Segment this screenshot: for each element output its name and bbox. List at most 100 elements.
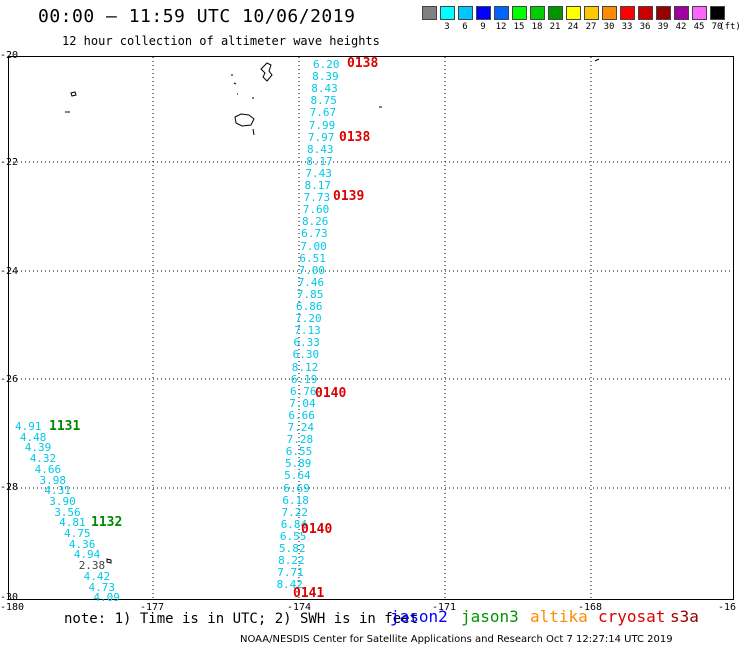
scale-label: 36 xyxy=(639,22,651,32)
wave-height-value: 7.00 xyxy=(300,239,327,253)
scale-label: 42 xyxy=(675,22,687,32)
pass-time-label: 0138 xyxy=(339,130,371,145)
legend-cryosat: cryosat xyxy=(598,607,666,626)
wave-height-value: 6.55 xyxy=(279,529,307,543)
wave-height-value: 6.18 xyxy=(282,493,309,507)
wave-height-value: 2.38 xyxy=(78,559,106,573)
wave-height-value: 8.26 xyxy=(301,215,329,229)
longitude-tick-label: -168 xyxy=(578,602,603,613)
footnote: note: 1) Time is in UTC; 2) SWH is in fe… xyxy=(64,611,419,627)
map-subtitle: 12 hour collection of altimeter wave hei… xyxy=(62,34,380,48)
legend-altika: altika xyxy=(530,607,588,626)
credit-line: NOAA/NESDIS Center for Satellite Applica… xyxy=(240,634,673,645)
wave-height-value: 7.73 xyxy=(303,191,331,205)
longitude-tick-label: -180 xyxy=(0,602,25,613)
wave-height-value: 4.75 xyxy=(64,527,91,540)
pass-time-label: 0141 xyxy=(293,586,325,601)
scale-label: 27 xyxy=(585,22,597,32)
longitude-tick-label: -16 xyxy=(718,602,737,613)
pass-time-label: 0138 xyxy=(347,56,379,71)
wave-height-value: 7.99 xyxy=(308,118,336,132)
scale-label: 18 xyxy=(531,22,543,32)
wave-height-value: 6.19 xyxy=(290,372,318,386)
pass-time-label: 1132 xyxy=(91,515,123,530)
scale-label: 3 xyxy=(444,22,450,32)
wave-height-value: 4.91 xyxy=(15,420,42,433)
wave-height-value: 8.42 xyxy=(276,578,303,592)
longitude-tick-label: -177 xyxy=(140,602,165,613)
scale-swatch xyxy=(566,6,581,20)
scale-label: 12 xyxy=(495,22,507,32)
longitude-tick-label: -174 xyxy=(287,602,312,613)
wave-height-value: 5.64 xyxy=(284,469,311,483)
scale-label: 6 xyxy=(462,22,468,32)
wave-height-value: 6.69 xyxy=(283,481,310,495)
scale-swatch xyxy=(494,6,509,20)
wave-height-value: 7.97 xyxy=(307,130,335,144)
wave-height-value: 3.56 xyxy=(54,505,81,519)
wave-height-value: 7.22 xyxy=(281,505,309,519)
wave-height-value: 8.39 xyxy=(312,70,339,84)
wave-height-value: 7.13 xyxy=(294,324,321,338)
wave-height-value: 5.82 xyxy=(279,542,306,555)
scale-swatch xyxy=(656,6,671,20)
wave-height-value: 4.94 xyxy=(73,548,101,562)
scale-unit: (ft) xyxy=(719,22,740,32)
wave-height-value: 8.12 xyxy=(291,360,319,374)
scale-swatch xyxy=(710,6,725,20)
wave-height-value: 4.81 xyxy=(59,516,86,530)
scale-swatch xyxy=(422,6,437,20)
island-outlines xyxy=(65,58,600,564)
pass-time-label: 0140 xyxy=(315,386,347,401)
scale-swatch xyxy=(512,6,527,20)
scale-swatch xyxy=(530,6,545,20)
scale-swatch xyxy=(638,6,653,20)
scale-label: 21 xyxy=(549,22,561,32)
wave-height-value: 6.73 xyxy=(301,227,328,241)
scale-swatch xyxy=(548,6,563,20)
scale-swatch xyxy=(692,6,707,20)
pass-time-label: 1131 xyxy=(49,419,81,434)
wave-height-value: 7.04 xyxy=(289,396,316,410)
latitude-tick-label: -28 xyxy=(0,482,19,493)
latitude-tick-label: -26 xyxy=(0,374,19,385)
wave-height-value: 7.24 xyxy=(287,421,315,434)
scale-label: 15 xyxy=(513,22,525,32)
wave-height-value: 3.90 xyxy=(49,494,76,508)
wave-height-value: 8.43 xyxy=(307,142,334,156)
wave-height-value: 7.71 xyxy=(277,566,304,580)
wave-height-value: 8.43 xyxy=(311,82,338,96)
wave-height-value: 8.17 xyxy=(306,154,333,168)
scale-swatch xyxy=(674,6,689,20)
latitude-tick-label: -30 xyxy=(0,592,19,603)
scale-swatch xyxy=(440,6,455,20)
scale-label: 39 xyxy=(657,22,669,32)
scale-label: 30 xyxy=(603,22,615,32)
longitude-tick-label: -171 xyxy=(432,602,457,613)
wave-height-value: 8.17 xyxy=(304,179,332,192)
wave-height-value: 4.09 xyxy=(93,591,120,605)
scale-label: 24 xyxy=(567,22,579,32)
wave-height-value: 6.86 xyxy=(296,300,323,313)
scale-swatch xyxy=(620,6,635,20)
scale-label: 70 xyxy=(711,22,723,32)
wave-height-value: 6.30 xyxy=(292,348,320,362)
pass-time-label: 0140 xyxy=(301,522,333,537)
wave-height-value: 4.66 xyxy=(34,462,62,476)
scale-label: 45 xyxy=(693,22,705,32)
map-panel: 6.20 8.39 8.43 8.75 7.67 7.99 7.97 8.43 8.17 7.43… xyxy=(8,56,734,605)
wave-height-value: 8.22 xyxy=(278,554,305,568)
wave-height-value: 7.28 xyxy=(286,433,314,447)
scale-swatch xyxy=(584,6,599,20)
latitude-tick-label: -22 xyxy=(0,157,19,168)
wave-height-value: 7.43 xyxy=(305,166,332,180)
pass-time-label: 0139 xyxy=(333,189,365,204)
wave-height-value: 6.51 xyxy=(299,251,326,265)
wave-height-value: 7.85 xyxy=(296,287,324,301)
wave-height-value: 4.73 xyxy=(88,580,116,594)
wave-height-value: 8.75 xyxy=(310,94,337,108)
wave-height-value: 7.67 xyxy=(309,106,337,120)
wave-height-value: 7.20 xyxy=(295,312,322,326)
latitude-tick-label: -24 xyxy=(0,266,19,277)
wave-height-value: 5.89 xyxy=(284,457,312,471)
